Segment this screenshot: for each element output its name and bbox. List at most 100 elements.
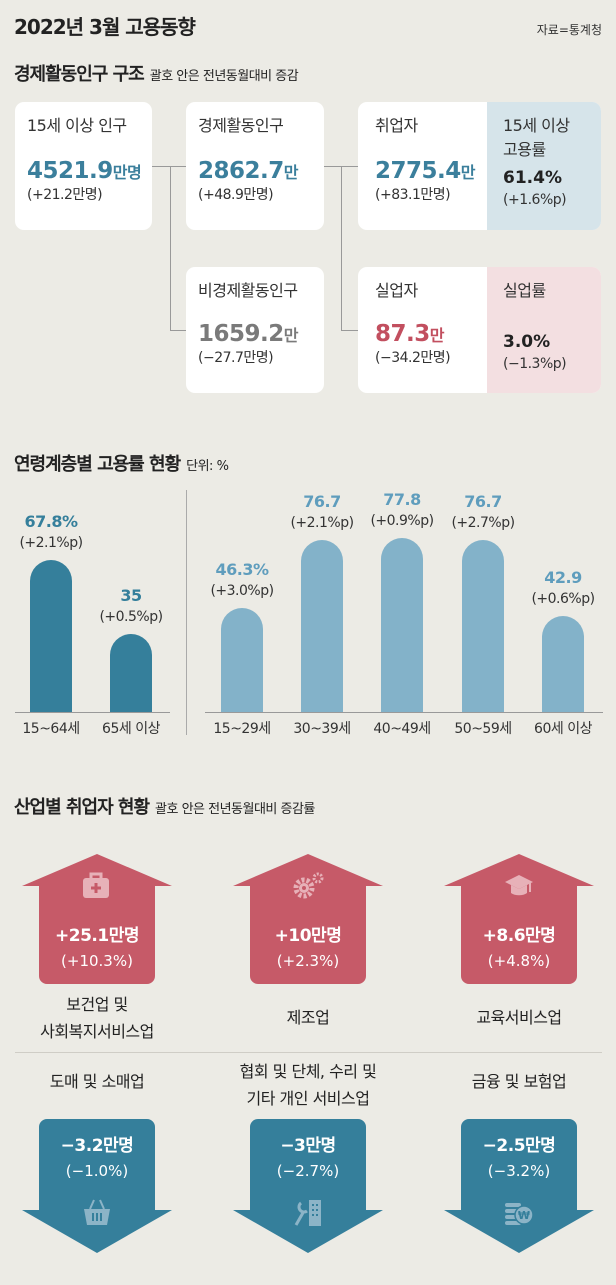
value-label: 76.7: [464, 492, 502, 512]
box-population-15plus: 15세 이상 인구 4521.9만명 (+21.2만명): [15, 102, 152, 230]
structure-note: 괄호 안은 전년동월대비 증감: [149, 69, 299, 84]
bar-15~64세: [30, 560, 72, 712]
down-arrow: [444, 1119, 594, 1253]
arrow-text: +25.1만명 (+10.3%): [39, 921, 155, 970]
change-label: (+0.5%p): [99, 608, 163, 625]
change-count: −3만명: [280, 1136, 336, 1156]
wrench-building-icon: [294, 1200, 321, 1226]
change-label: (+0.6%p): [531, 590, 595, 607]
arrow-text: −3.2만명 (−1.0%): [39, 1131, 155, 1180]
change-rate: (−3.2%): [487, 1162, 551, 1180]
box-label: 취업자: [375, 116, 418, 135]
connector: [341, 330, 358, 331]
box-change: (+83.1만명): [375, 187, 451, 203]
category-label: 30~39세: [293, 721, 351, 737]
box-label: 실업률: [503, 281, 546, 300]
svg-text:₩: ₩: [518, 1209, 530, 1222]
change-count: +8.6만명: [482, 926, 556, 946]
box-value: 2862.7만: [198, 158, 324, 184]
industry-label: 도매 및 소매업: [0, 1068, 207, 1095]
industry-name: 금융 및 보험업: [471, 1072, 567, 1091]
industry-title: 산업별 취업자 현황: [14, 797, 150, 818]
baseline-right: [205, 712, 603, 713]
value-unit: 만: [283, 326, 299, 345]
box-label: 15세 이상 인구: [27, 116, 127, 135]
category-label: 15~29세: [213, 721, 271, 737]
value-number: 2862.7: [198, 158, 284, 184]
chart-divider: [186, 490, 187, 735]
change-label: (+2.1%p): [19, 535, 83, 552]
chart-unit: 단위: %: [186, 459, 229, 474]
down-arrow: [233, 1119, 383, 1253]
category-label: 15~64세: [22, 721, 80, 737]
source-note: 자료=통계청: [536, 23, 602, 37]
box-value: 4521.9만명: [27, 158, 152, 184]
arrow-text: −2.5만명 (−3.2%): [461, 1131, 577, 1180]
box-value: 1659.2만: [198, 321, 324, 347]
value-unit: 만명: [112, 163, 142, 182]
box-change: (−27.7만명): [198, 350, 274, 366]
box-change: (+48.9만명): [198, 187, 274, 203]
up-arrow: [444, 854, 594, 984]
category-label: 65세 이상: [102, 721, 160, 737]
structure-heading: 경제활동인구 구조 괄호 안은 전년동월대비 증감: [14, 60, 299, 86]
page-title: 2022년 3월 고용동향: [14, 15, 196, 39]
baseline-left: [15, 712, 170, 713]
bar-40~49세: [381, 537, 423, 712]
value-label: 42.9: [544, 567, 582, 587]
box-value: 3.0%: [503, 332, 551, 352]
graduation-cap-icon: [505, 875, 533, 896]
change-rate: (+10.3%): [61, 952, 133, 970]
box-change: (+1.6%p): [503, 192, 567, 208]
connector: [170, 330, 186, 331]
change-label: (+2.1%p): [290, 515, 354, 532]
change-rate: (+2.3%): [276, 952, 340, 970]
down-arrow: [22, 1119, 172, 1253]
gears-icon: [293, 872, 324, 899]
box-unemployed: 실업자 87.3만 (−34.2만명): [358, 267, 487, 393]
industry-name: 도매 및 소매업: [49, 1072, 145, 1091]
bar-65세 이상: [110, 633, 152, 712]
industry-name: 협회 및 단체, 수리 및: [239, 1062, 377, 1081]
chart-title: 연령계층별 고용률 현황: [14, 454, 181, 475]
value-unit: 만: [460, 163, 476, 182]
change-count: +10만명: [274, 926, 342, 946]
value-number: 2775.4: [375, 158, 461, 184]
up-arrow: [233, 854, 383, 984]
value-number: 87.3: [375, 321, 430, 347]
industry-label: 보건업 및 사회복지서비스업: [0, 991, 197, 1045]
basket-icon: [84, 1199, 110, 1225]
bar-15~29세: [221, 608, 263, 712]
box-unemployed-group: 실업자 87.3만 (−34.2만명) 실업률 3.0% (−1.3%p): [358, 267, 601, 393]
change-label: (+0.9%p): [370, 512, 434, 529]
industry-divider: [15, 1052, 602, 1053]
box-employed-group: 취업자 2775.4만 (+83.1만명) 15세 이상 고용률 61.4% (…: [358, 102, 601, 230]
bar-60세 이상: [542, 615, 584, 712]
industry-label: 금융 및 보험업: [409, 1068, 616, 1095]
value-label: 67.8%: [24, 512, 78, 532]
box-unemployment-rate: 실업률 3.0% (−1.3%p): [487, 267, 601, 393]
box-employed: 취업자 2775.4만 (+83.1만명): [358, 102, 487, 230]
box-value: 2775.4만: [375, 158, 487, 184]
value-label: 77.8: [383, 489, 421, 509]
box-change: (−1.3%p): [503, 356, 567, 372]
age-chart-heading: 연령계층별 고용률 현황 단위: %: [14, 450, 229, 476]
industry-label: 협회 및 단체, 수리 및 기타 개인 서비스업: [198, 1058, 418, 1112]
industry-heading: 산업별 취업자 현황 괄호 안은 전년동월대비 증감률: [14, 793, 315, 819]
value-unit: 만: [429, 326, 445, 345]
bar-50~59세: [462, 540, 504, 712]
up-arrow: [22, 854, 172, 984]
box-label: 경제활동인구: [198, 116, 284, 135]
category-label: 60세 이상: [534, 721, 592, 737]
change-count: +25.1만명: [55, 926, 139, 946]
box-economically-active: 경제활동인구 2862.7만 (+48.9만명): [186, 102, 324, 230]
box-label: 비경제활동인구: [198, 281, 298, 300]
arrow-text: −3만명 (−2.7%): [250, 1131, 366, 1180]
change-count: −3.2만명: [60, 1136, 134, 1156]
value-unit: 만: [283, 163, 299, 182]
box-change: (−34.2만명): [375, 350, 451, 366]
value-label: 76.7: [303, 492, 341, 512]
box-value: 61.4%: [503, 168, 562, 188]
coins-won-icon: ₩: [505, 1203, 534, 1225]
structure-title: 경제활동인구 구조: [14, 64, 145, 85]
